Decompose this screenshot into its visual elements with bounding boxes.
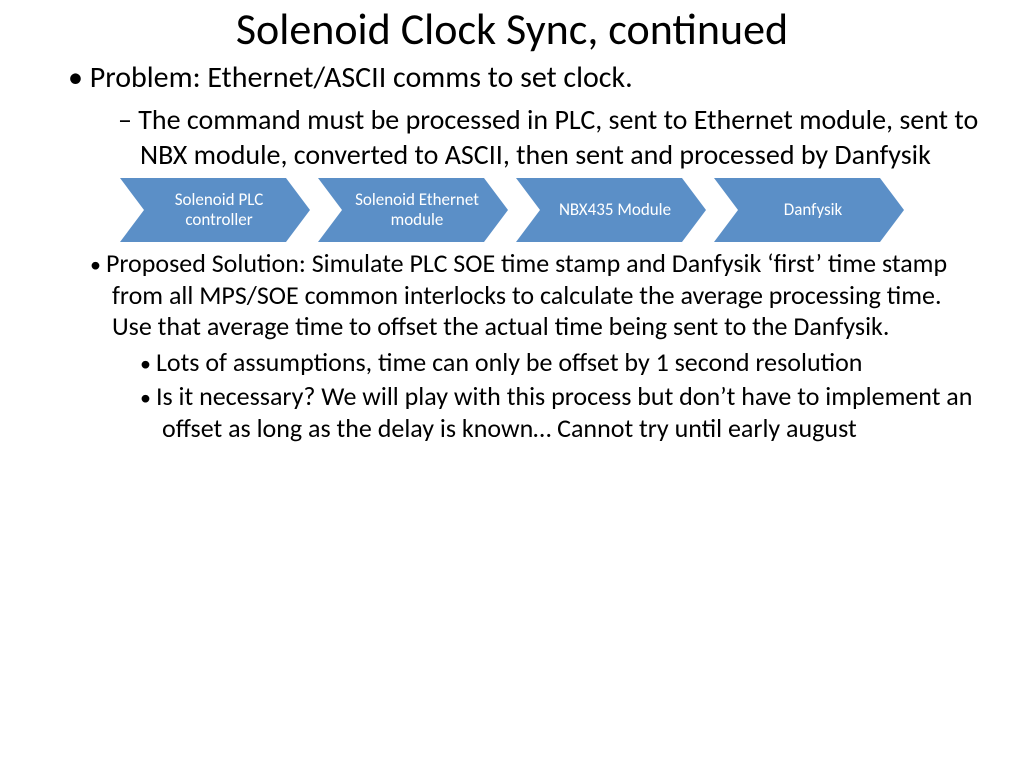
flow-node: Danfysik: [714, 178, 904, 242]
flow-node: Solenoid PLC controller: [120, 178, 310, 242]
bullet-solution-sub2: Is it necessary? We will play with this …: [140, 381, 984, 444]
slide-title: Solenoid Clock Sync, continued: [40, 2, 984, 56]
process-flow: Solenoid PLC controller Solenoid Etherne…: [40, 178, 984, 242]
flow-node-label: Danfysik: [758, 200, 861, 220]
flow-node-label: Solenoid PLC controller: [120, 190, 310, 229]
slide: Solenoid Clock Sync, continued Problem: …: [0, 2, 1024, 444]
bullet-problem-detail: The command must be processed in PLC, se…: [118, 102, 984, 172]
bullet-solution: Proposed Solution: Simulate PLC SOE time…: [90, 248, 984, 343]
flow-node-label: Solenoid Ethernet module: [318, 190, 508, 229]
flow-node: NBX435 Module: [516, 178, 706, 242]
flow-node: Solenoid Ethernet module: [318, 178, 508, 242]
bullet-solution-sub1: Lots of assumptions, time can only be of…: [140, 347, 984, 379]
flow-node-label: NBX435 Module: [533, 200, 689, 220]
bullet-problem: Problem: Ethernet/ASCII comms to set clo…: [68, 60, 984, 96]
